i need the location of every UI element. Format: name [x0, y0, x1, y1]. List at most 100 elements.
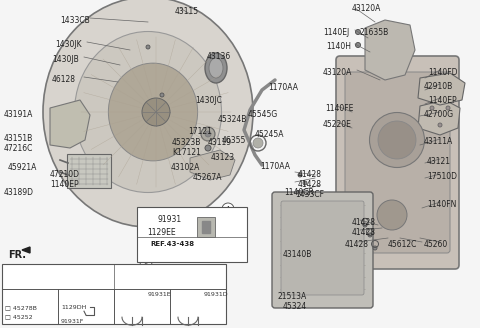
Ellipse shape — [108, 63, 198, 161]
Text: 45324: 45324 — [283, 302, 307, 311]
Ellipse shape — [363, 223, 367, 227]
Ellipse shape — [147, 59, 159, 71]
Polygon shape — [202, 221, 210, 233]
Text: 17121: 17121 — [188, 127, 212, 136]
Text: 1433CF: 1433CF — [295, 190, 324, 199]
Text: 45323B: 45323B — [172, 138, 202, 147]
Text: a: a — [28, 293, 32, 299]
Text: d: d — [298, 274, 302, 280]
Ellipse shape — [205, 53, 227, 83]
Text: 43111A: 43111A — [424, 137, 453, 146]
Text: REF.43-438: REF.43-438 — [150, 241, 194, 247]
Ellipse shape — [137, 291, 147, 301]
Ellipse shape — [205, 145, 211, 151]
Text: 21513A: 21513A — [278, 292, 307, 301]
FancyBboxPatch shape — [137, 207, 247, 262]
Text: 1140EP: 1140EP — [428, 96, 456, 105]
FancyBboxPatch shape — [345, 72, 450, 253]
Text: 43121: 43121 — [427, 157, 451, 166]
Text: 91931D: 91931D — [204, 292, 228, 297]
Text: 45260: 45260 — [424, 240, 448, 249]
Text: 91931E: 91931E — [148, 292, 172, 297]
Text: 1140FD: 1140FD — [428, 68, 457, 77]
Text: 43191A: 43191A — [4, 110, 34, 119]
Text: 1433CB: 1433CB — [60, 16, 90, 25]
Polygon shape — [197, 217, 215, 237]
Text: 46355: 46355 — [222, 136, 246, 145]
Text: 1170AA: 1170AA — [260, 162, 290, 171]
Text: 1170AA: 1170AA — [268, 83, 298, 92]
Text: 1129DH: 1129DH — [61, 305, 86, 310]
Text: c: c — [140, 293, 144, 299]
Ellipse shape — [222, 203, 234, 215]
Text: 91931F: 91931F — [61, 319, 84, 324]
Text: 43136: 43136 — [207, 52, 231, 61]
Text: K17121: K17121 — [172, 148, 201, 157]
Ellipse shape — [140, 259, 152, 271]
Text: 41428: 41428 — [298, 180, 322, 189]
Text: d: d — [196, 293, 200, 299]
Text: 43123: 43123 — [211, 153, 235, 162]
Text: 42910B: 42910B — [424, 82, 453, 91]
Ellipse shape — [193, 291, 203, 301]
Text: 1140CR: 1140CR — [284, 188, 314, 197]
Ellipse shape — [253, 138, 263, 148]
Ellipse shape — [368, 233, 372, 237]
Text: a: a — [151, 62, 155, 68]
Ellipse shape — [438, 123, 442, 127]
Text: A: A — [226, 206, 230, 212]
Ellipse shape — [303, 181, 307, 185]
Ellipse shape — [298, 173, 302, 177]
Text: 47216C: 47216C — [4, 144, 34, 153]
Ellipse shape — [205, 131, 211, 137]
Text: 42700G: 42700G — [424, 110, 454, 119]
Ellipse shape — [25, 291, 35, 301]
Ellipse shape — [209, 58, 223, 78]
Polygon shape — [418, 100, 460, 135]
Ellipse shape — [43, 0, 253, 227]
Text: 1140H: 1140H — [326, 42, 351, 51]
Ellipse shape — [377, 200, 407, 230]
Polygon shape — [418, 73, 465, 105]
Polygon shape — [190, 150, 235, 180]
Text: 41428: 41428 — [352, 218, 376, 227]
Text: 45324B: 45324B — [218, 115, 247, 124]
Ellipse shape — [373, 246, 377, 250]
Ellipse shape — [430, 106, 434, 110]
FancyBboxPatch shape — [272, 192, 373, 308]
FancyBboxPatch shape — [67, 154, 111, 188]
Text: 45612C: 45612C — [388, 240, 418, 249]
Ellipse shape — [370, 113, 424, 168]
Polygon shape — [50, 100, 90, 148]
Text: □ 45278B: □ 45278B — [5, 305, 37, 310]
Ellipse shape — [74, 31, 221, 193]
Ellipse shape — [146, 45, 150, 49]
Ellipse shape — [378, 121, 416, 159]
Ellipse shape — [294, 271, 306, 283]
Text: 91931: 91931 — [157, 215, 181, 224]
Polygon shape — [365, 20, 415, 80]
Text: 45267A: 45267A — [193, 173, 223, 182]
Text: 41428: 41428 — [345, 240, 369, 249]
Text: 45921A: 45921A — [8, 163, 37, 172]
Text: 43119: 43119 — [208, 138, 232, 147]
Text: 1140EP: 1140EP — [50, 180, 79, 189]
Polygon shape — [22, 247, 30, 253]
Ellipse shape — [356, 30, 360, 34]
Text: □ 45252: □ 45252 — [5, 314, 33, 319]
FancyBboxPatch shape — [281, 201, 364, 295]
Text: c: c — [144, 262, 148, 268]
Text: 1430JB: 1430JB — [52, 55, 79, 64]
FancyBboxPatch shape — [336, 56, 459, 269]
Text: 47210D: 47210D — [50, 170, 80, 179]
Text: 41428: 41428 — [352, 228, 376, 237]
Ellipse shape — [201, 127, 215, 141]
Text: b: b — [84, 293, 88, 299]
Text: 1129EE: 1129EE — [147, 228, 176, 237]
Text: 17510D: 17510D — [427, 172, 457, 181]
FancyBboxPatch shape — [2, 264, 226, 324]
Text: 21635B: 21635B — [360, 28, 389, 37]
Text: 41428: 41428 — [298, 170, 322, 179]
Ellipse shape — [142, 98, 170, 126]
Text: FR.: FR. — [8, 250, 26, 260]
